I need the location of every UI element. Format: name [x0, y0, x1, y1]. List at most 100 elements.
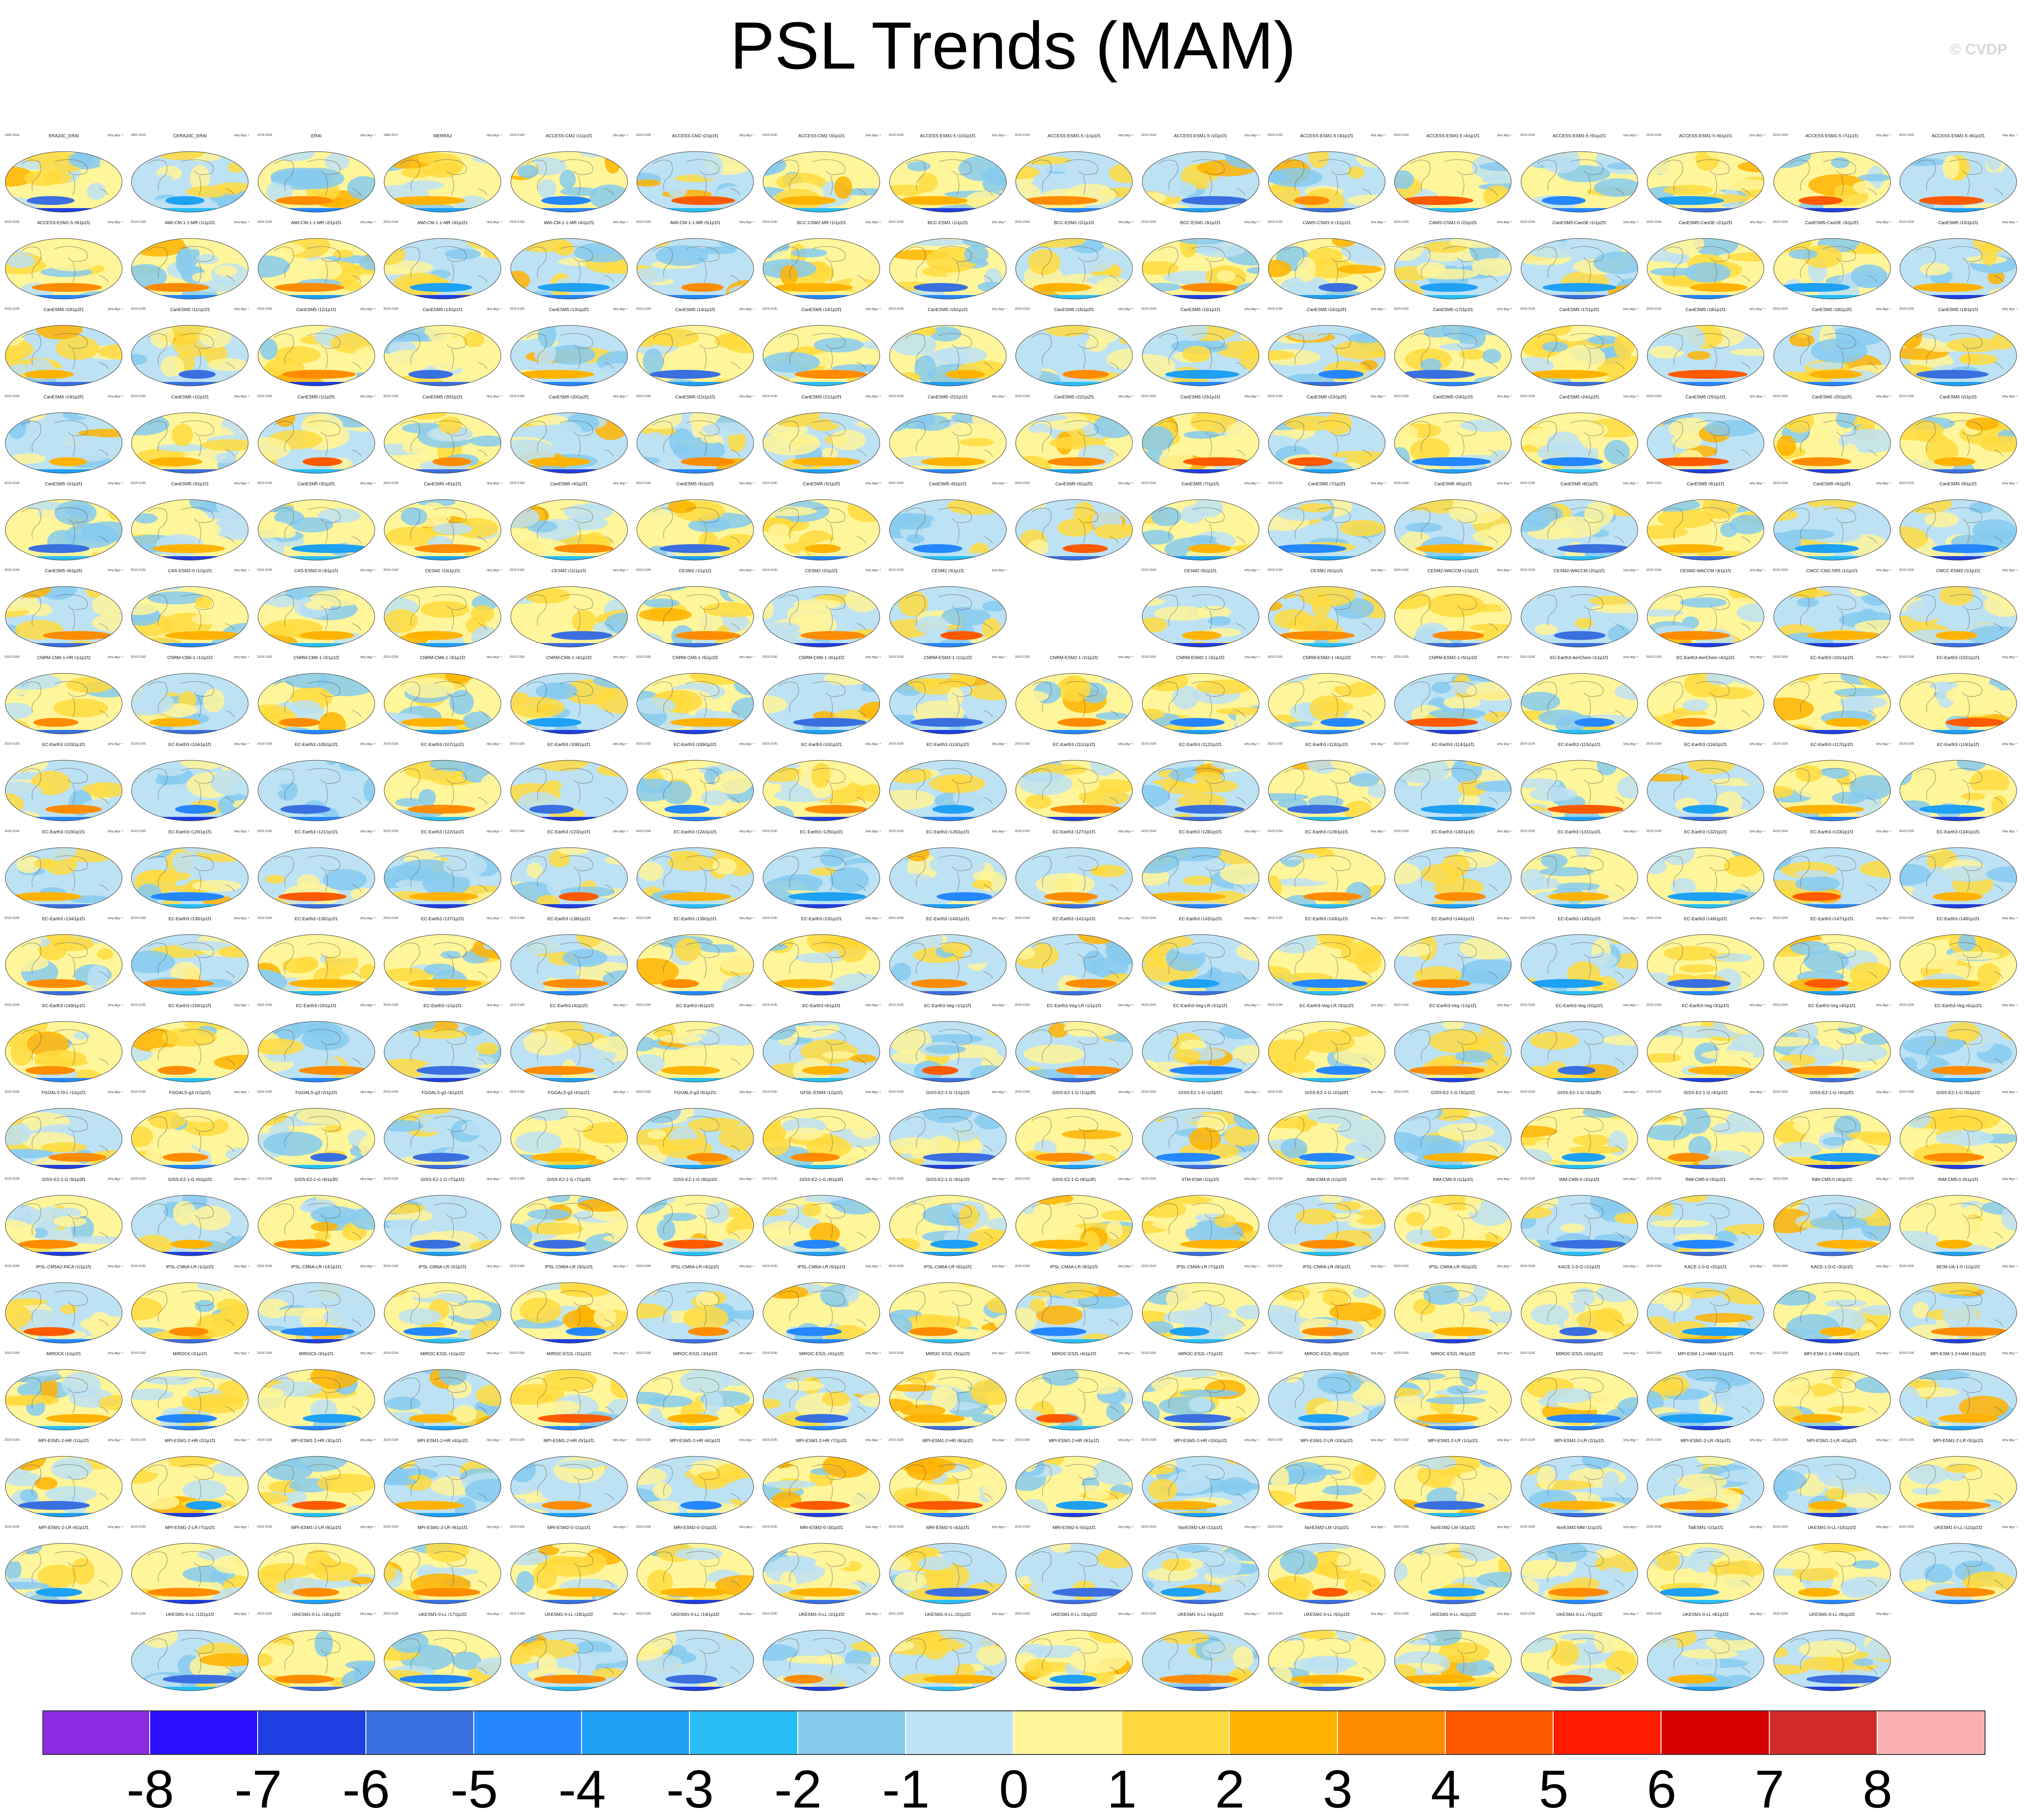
panel-title: NorESM2-LM r2i1p1f1: [1304, 1525, 1349, 1531]
map-panel: 1979-2018 ERAI hPa 96yr⁻¹: [256, 134, 377, 214]
panel-units: hPa 96yr⁻¹: [1497, 1178, 1513, 1181]
map-panel: 2015-2100 CanESM5-CanOE r1i1p2f1 hPa 96yr⁻…: [1519, 221, 1640, 301]
panel-years: 2015-2100: [1899, 481, 1914, 485]
map-panel: 2015-2100 MPI-ESM1-2-LR r6i1p1f1 hPa 96yr⁻…: [4, 1525, 124, 1606]
panel-years: 2015-2100: [1772, 307, 1788, 311]
panel-title: UKESM1-0-LL r17i1p1f2: [418, 1612, 467, 1618]
panel-units: hPa 96yr⁻¹: [1750, 743, 1765, 746]
panel-units: hPa 96yr⁻¹: [739, 1439, 755, 1442]
trend-map: [1015, 1195, 1133, 1256]
panel-years: 2015-2100: [1646, 481, 1661, 485]
map-panel: 2015-2100 GISS-E2-1-G r5i1p3f1 hPa 96yr⁻¹: [4, 1177, 124, 1258]
map-panel: 2015-2100 EC-Earth3 r13i1p1f1 hPa 96yr⁻¹: [761, 917, 882, 997]
trend-map: [1899, 1282, 2017, 1344]
map-panel: 2015-2100 EC-Earth3 r127i1p1f1 hPa 96yr⁻¹: [1014, 830, 1134, 910]
panel-years: 2015-2100: [509, 1439, 525, 1442]
trend-map: [763, 1021, 880, 1082]
map-panel: 2015-2100 CanESM5 r20i1p2f1 hPa 96yr⁻¹: [509, 395, 629, 475]
panel-units: hPa 96yr⁻¹: [1623, 569, 1639, 572]
map-panel: 2015-2100 ACCESS-ESM1-5 r5i1p1f1 hPa 96yr⁻…: [1519, 134, 1640, 214]
panel-title: EC-Earth3 r146i1p1f1: [1684, 916, 1727, 922]
panel-units: hPa 96yr⁻¹: [1370, 1613, 1386, 1616]
panel-title: KACE-1-0-G r1i1p1f1: [1558, 1264, 1601, 1270]
trend-map: [131, 1543, 249, 1604]
panel-years: 2015-2100: [762, 394, 777, 398]
map-panel: 2015-2100 CanESM5 r24i1p2f1 hPa 96yr⁻¹: [1519, 395, 1640, 475]
panel-years: 2015-2100: [1772, 394, 1788, 398]
panel-units: hPa 96yr⁻¹: [1244, 1526, 1260, 1529]
map-panel: 2015-2100 FGOALS-g3 r1i1p1f1 hPa 96yr⁻¹: [130, 1090, 250, 1171]
trend-map: [1521, 499, 1638, 561]
trend-map: [1521, 760, 1638, 821]
panel-years: 2015-2100: [1141, 221, 1157, 224]
trend-map: [636, 325, 754, 386]
map-panel: 2015-2100 GISS-E2-1-G r2i1p3f1 hPa 96yr⁻¹: [1267, 1090, 1387, 1171]
panel-units: hPa 96yr⁻¹: [360, 569, 376, 572]
panel-units: hPa 96yr⁻¹: [1876, 830, 1891, 833]
panel-years: 2015-2100: [1141, 1004, 1157, 1007]
panel-title: EC-Earth3 r13i1p1f1: [801, 916, 842, 922]
trend-map: [1773, 586, 1891, 648]
panel-units: hPa 96yr⁻¹: [107, 656, 123, 660]
map-panel: 2015-2100 CanESM5 r9i1p1f1 hPa 96yr⁻¹: [1898, 482, 2018, 562]
map-panel: 2015-2100 EC-Earth3 r141i1p1f1 hPa 96yr⁻¹: [1014, 917, 1134, 997]
panel-title: EC-Earth3 r144i1p1f1: [1431, 916, 1475, 922]
panel-units: hPa 96yr⁻¹: [1497, 221, 1513, 225]
page-title: PSL Trends (MAM): [730, 8, 1296, 83]
panel-years: 2015-2100: [509, 307, 525, 311]
trend-map: [5, 1543, 123, 1604]
trend-map: [1142, 1543, 1259, 1604]
map-panel: 2015-2100 CanESM5 r9i1p2f1 hPa 96yr⁻¹: [4, 569, 124, 649]
panel-title: AWI-CM-1-1-MR r1i1p1f1: [164, 221, 215, 226]
panel-units: hPa 96yr⁻¹: [739, 1178, 755, 1181]
panel-title: BCC-ESM1 r2i1p1f1: [1054, 221, 1095, 226]
panel-title: CanESM5 r19i1p2f1: [43, 394, 84, 400]
trend-map: [5, 325, 123, 386]
panel-title: GISS-E2-1-G r6i1p1f2: [168, 1177, 212, 1183]
map-panel: 2015-2100 IPSL-CM6A-LR r9i1p1f1 hPa 96yr⁻¹: [1267, 1265, 1387, 1345]
trend-map: [636, 1282, 754, 1344]
panel-title: EC-Earth3 r135i1p1f1: [168, 916, 212, 922]
panel-units: hPa 96yr⁻¹: [2002, 656, 2018, 660]
map-panel: 2015-2100 CMCC-CM2-SR5 r1i1p1f1 hPa 96yr⁻¹: [1772, 569, 1892, 649]
panel-years: 2015-2100: [1520, 221, 1535, 224]
panel-years: 2015-2100: [383, 1439, 398, 1442]
panel-title: CanESM5 r24i1p2f1: [1559, 394, 1599, 400]
panel-years: 2015-2100: [888, 1177, 904, 1181]
map-panel: 2015-2100 IPSL-CM6A-LR r7i1p1f1 hPa 96yr⁻¹: [1140, 1265, 1261, 1345]
panel-years: 2015-2100: [4, 307, 20, 311]
panel-years: 2015-2100: [383, 1264, 398, 1268]
map-panel: 2015-2100 CanESM5 r1i1p2f1 hPa 96yr⁻¹: [256, 395, 377, 475]
map-panel: 2015-2100 EC-Earth3 r118i1p1f1 hPa 96yr⁻¹: [1898, 742, 2018, 823]
trend-map: [1647, 412, 1764, 474]
panel-title: UKESM1-0-LL r4i1p1f2: [1177, 1612, 1224, 1618]
panel-title: FGOALS-g3 r5i1p1f1: [674, 1090, 716, 1096]
trend-map: [510, 151, 628, 213]
map-panel: 2015-2100 EC-Earth3 r148i1p1f1 hPa 96yr⁻¹: [1898, 917, 2018, 997]
trend-map: [763, 934, 880, 996]
trend-map: [1521, 1108, 1638, 1169]
empty-panel-slot: [1014, 569, 1134, 649]
map-panel: 2015-2100 UKESM1-0-LL r6i1p1f2 hPa 96yr⁻¹: [1393, 1612, 1513, 1693]
map-panel: 2015-2100 MPI-ESM1-2-HR r7i1p1f1 hPa 96yr⁻…: [761, 1439, 882, 1519]
panel-title: MIROC-ES2L r5i1p1f2: [925, 1351, 970, 1357]
panel-title: UKESM1-0-LL r16i1p1f2: [292, 1612, 341, 1618]
panel-units: hPa 96yr⁻¹: [1244, 221, 1260, 225]
colorbar-tick-label: -5: [450, 1759, 498, 1819]
panel-units: hPa 96yr⁻¹: [865, 1004, 881, 1007]
panel-units: hPa 96yr⁻¹: [1750, 1178, 1765, 1181]
panel-years: 2015-2100: [1394, 829, 1409, 833]
panel-units: hPa 96yr⁻¹: [865, 830, 881, 833]
panel-years: 2015-2100: [509, 1090, 525, 1094]
trend-map: [1394, 1543, 1512, 1604]
panel-years: 2015-2100: [4, 1351, 20, 1355]
panel-units: hPa 96yr⁻¹: [234, 917, 250, 920]
colorbar-swatch: [1554, 1710, 1662, 1755]
panel-title: MPI-ESM1-2-HR r5i1p1f1: [543, 1439, 595, 1443]
trend-map: [5, 1456, 123, 1517]
panel-title: BCC-ESM1 r1i1p1f1: [927, 221, 968, 226]
trend-map: [258, 847, 375, 909]
colorbar-tick-label: -2: [774, 1759, 822, 1819]
panel-units: hPa 96yr⁻¹: [865, 482, 881, 485]
panel-title: CanESM5 r1i1p2f1: [297, 394, 336, 400]
